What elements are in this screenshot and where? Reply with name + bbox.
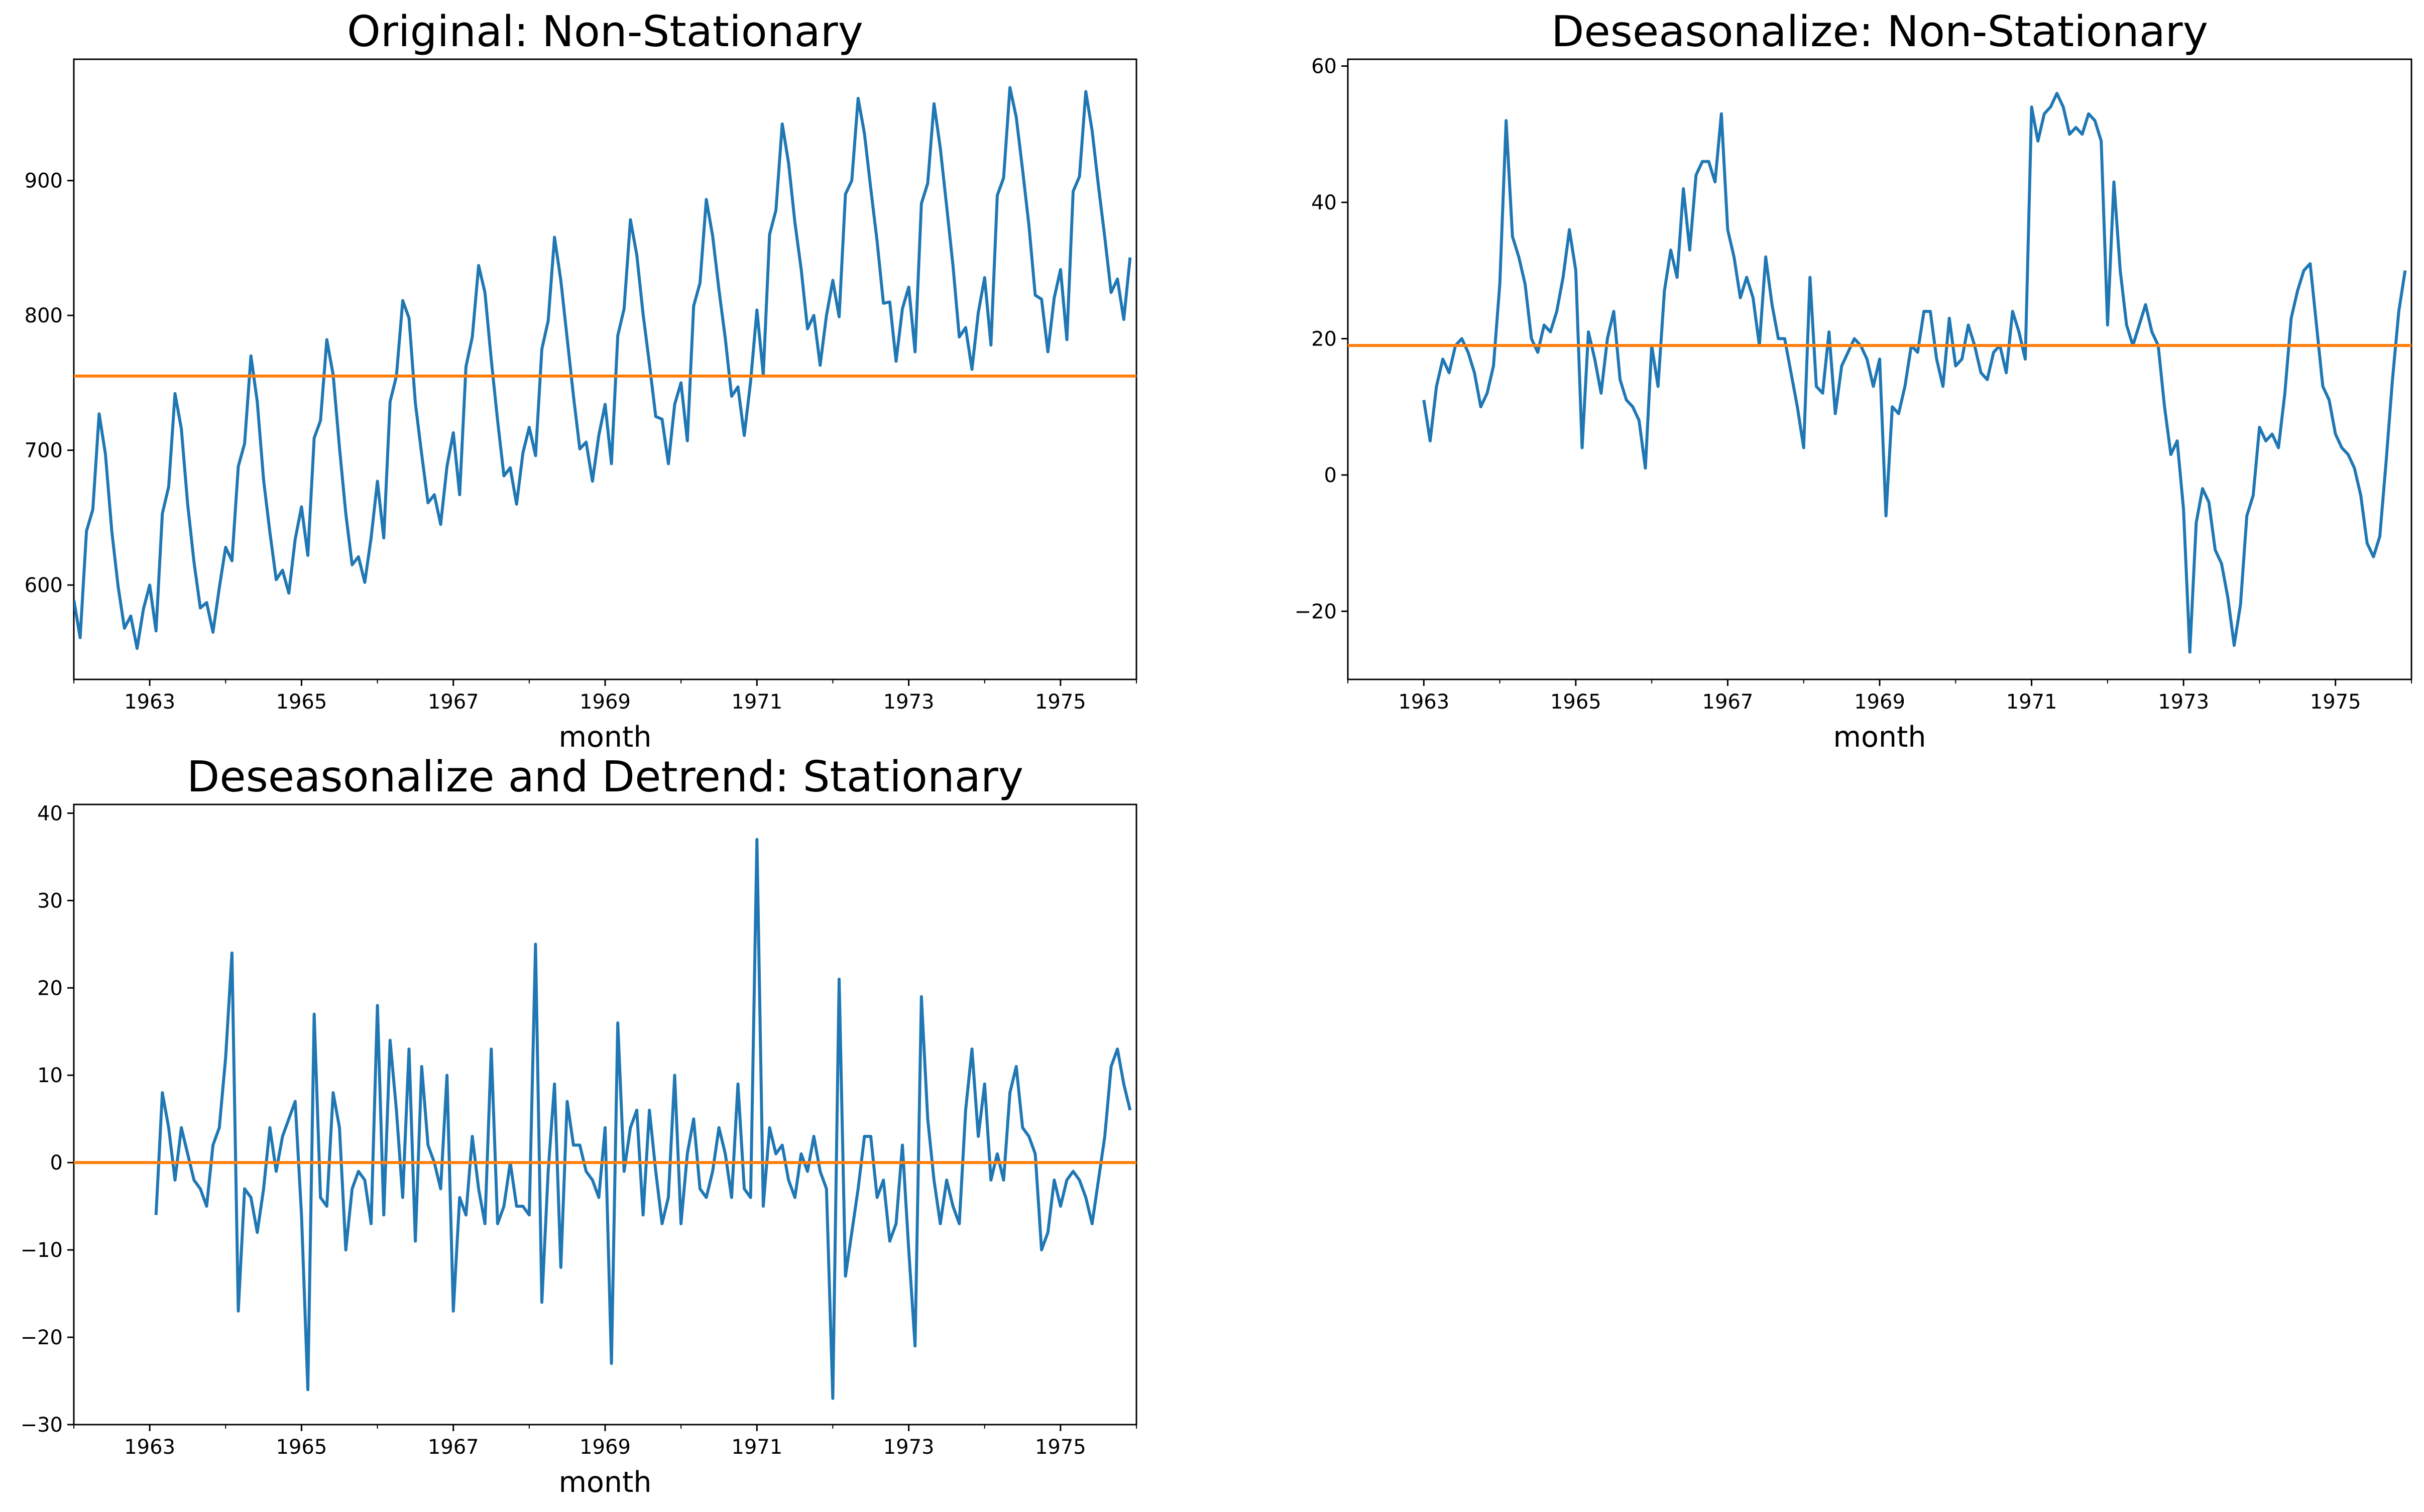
- panel-original: Original: Non-Stationary 600 700 800 900…: [25, 7, 1137, 754]
- x-tick-label: 1971: [2006, 690, 2057, 714]
- y-tick-label: −10: [21, 1239, 63, 1262]
- x-tick-label: 1963: [124, 1436, 175, 1459]
- x-axis: 1963 1965 1967 1969 1971 1973 1975: [124, 1436, 1086, 1459]
- panel-title: Deseasonalize: Non-Stationary: [1551, 7, 2208, 57]
- plot-area: [1341, 58, 2412, 686]
- y-tick-label: −20: [21, 1326, 63, 1349]
- x-axis: 1963 1965 1967 1969 1971 1973 1975: [124, 690, 1086, 714]
- panel-title: Deseasonalize and Detrend: Stationary: [187, 752, 1023, 802]
- series-line: [154, 838, 1132, 1400]
- y-tick-label: 40: [37, 802, 63, 825]
- y-tick-label: 20: [1311, 327, 1337, 351]
- x-tick-label: 1967: [1702, 690, 1754, 714]
- y-axis: −20 0 20 40 60: [1295, 55, 1337, 624]
- y-tick-label: 60: [1311, 55, 1337, 78]
- panel-title: Original: Non-Stationary: [347, 7, 863, 57]
- x-tick-label: 1969: [580, 1436, 631, 1459]
- y-tick-label: 20: [37, 977, 63, 1000]
- x-tick-label: 1967: [428, 1436, 479, 1459]
- x-tick-label: 1965: [1550, 690, 1601, 714]
- x-tick-label: 1975: [1035, 1436, 1086, 1459]
- y-tick-label: 800: [25, 304, 63, 327]
- x-tick-label: 1969: [580, 690, 631, 714]
- y-tick-label: 900: [25, 170, 63, 193]
- y-tick-label: 0: [50, 1151, 63, 1175]
- y-tick-label: 700: [25, 439, 63, 462]
- x-tick-label: 1963: [1398, 690, 1449, 714]
- x-axis: 1963 1965 1967 1969 1971 1973 1975: [1398, 690, 2361, 714]
- x-tick-label: 1975: [2310, 690, 2361, 714]
- x-axis-label: month: [559, 721, 652, 754]
- x-tick-label: 1973: [883, 1436, 935, 1459]
- x-tick-label: 1967: [428, 690, 479, 714]
- y-tick-label: 0: [1324, 464, 1337, 487]
- x-tick-label: 1969: [1854, 690, 1905, 714]
- y-tick-label: −20: [1295, 600, 1337, 623]
- y-tick-label: 40: [1311, 191, 1337, 214]
- y-tick-label: −30: [21, 1414, 63, 1437]
- x-tick-label: 1965: [276, 690, 327, 714]
- y-tick-label: 600: [25, 574, 63, 597]
- x-tick-label: 1965: [276, 1436, 327, 1459]
- x-tick-label: 1973: [883, 690, 935, 714]
- x-tick-label: 1963: [124, 690, 175, 714]
- series-line: [74, 86, 1132, 650]
- panel-deseasonalize-detrend: Deseasonalize and Detrend: Stationary −3…: [21, 752, 1137, 1499]
- x-tick-label: 1971: [731, 1436, 782, 1459]
- panel-deseasonalize: Deseasonalize: Non-Stationary −20 0 20 4…: [1295, 7, 2412, 754]
- x-axis-label: month: [1833, 721, 1926, 754]
- x-tick-label: 1975: [1035, 690, 1086, 714]
- series-line: [1422, 91, 2407, 654]
- x-tick-label: 1971: [731, 690, 782, 714]
- plot-area: [67, 58, 1137, 686]
- plot-area: [67, 803, 1137, 1431]
- y-tick-label: 30: [37, 889, 63, 912]
- x-axis-label: month: [559, 1466, 652, 1499]
- y-axis: 600 700 800 900: [25, 170, 63, 597]
- y-tick-label: 10: [37, 1064, 63, 1087]
- y-axis: −30 −20 −10 0 10 20 30 40: [21, 802, 63, 1437]
- axes-frame: [73, 58, 1137, 680]
- x-tick-label: 1973: [2158, 690, 2209, 714]
